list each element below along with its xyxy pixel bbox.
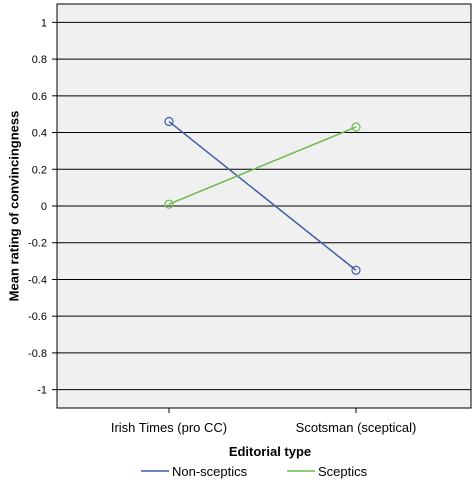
y-tick-label: 0.2 — [32, 164, 47, 176]
x-axis-title: Editorial type — [229, 444, 311, 459]
y-tick-label: 1 — [41, 17, 47, 29]
x-tick-label: Irish Times (pro CC) — [111, 420, 227, 435]
y-tick-label: -0.6 — [28, 311, 47, 323]
series-lines — [164, 116, 361, 275]
legend-label: Sceptics — [318, 464, 368, 479]
gridlines — [57, 21, 471, 391]
legend-label: Non-sceptics — [172, 464, 248, 479]
y-tick-label: -0.2 — [28, 238, 47, 250]
series-sceptics — [164, 122, 361, 209]
y-tick-label: 0.6 — [32, 91, 47, 103]
data-point — [164, 116, 174, 127]
y-tick-label: -1 — [37, 385, 47, 397]
y-axis: 1 0.8 0.6 0.4 0.2 0 -0.2 -0.4 -0.6 -0.8 -1 — [28, 17, 57, 397]
data-point — [164, 199, 174, 209]
legend: Non-sceptics Sceptics — [141, 464, 368, 479]
y-axis-title: Mean rating of convincingness — [6, 111, 21, 302]
legend-item: Non-sceptics — [141, 464, 248, 479]
x-axis: Irish Times (pro CC) Scotsman (sceptical) — [111, 408, 416, 435]
series-non-sceptics — [164, 116, 361, 275]
series-line — [168, 120, 357, 271]
y-tick-label: 0 — [41, 201, 47, 213]
y-tick-label: -0.8 — [28, 348, 47, 360]
data-point — [351, 122, 361, 132]
y-tick-label: 0.8 — [32, 54, 47, 66]
data-point — [351, 265, 361, 275]
x-tick-label: Scotsman (sceptical) — [296, 420, 417, 435]
series-line — [168, 126, 357, 205]
y-tick-label: 0.4 — [32, 128, 47, 140]
legend-item: Sceptics — [287, 464, 368, 479]
y-tick-label: -0.4 — [28, 274, 47, 286]
